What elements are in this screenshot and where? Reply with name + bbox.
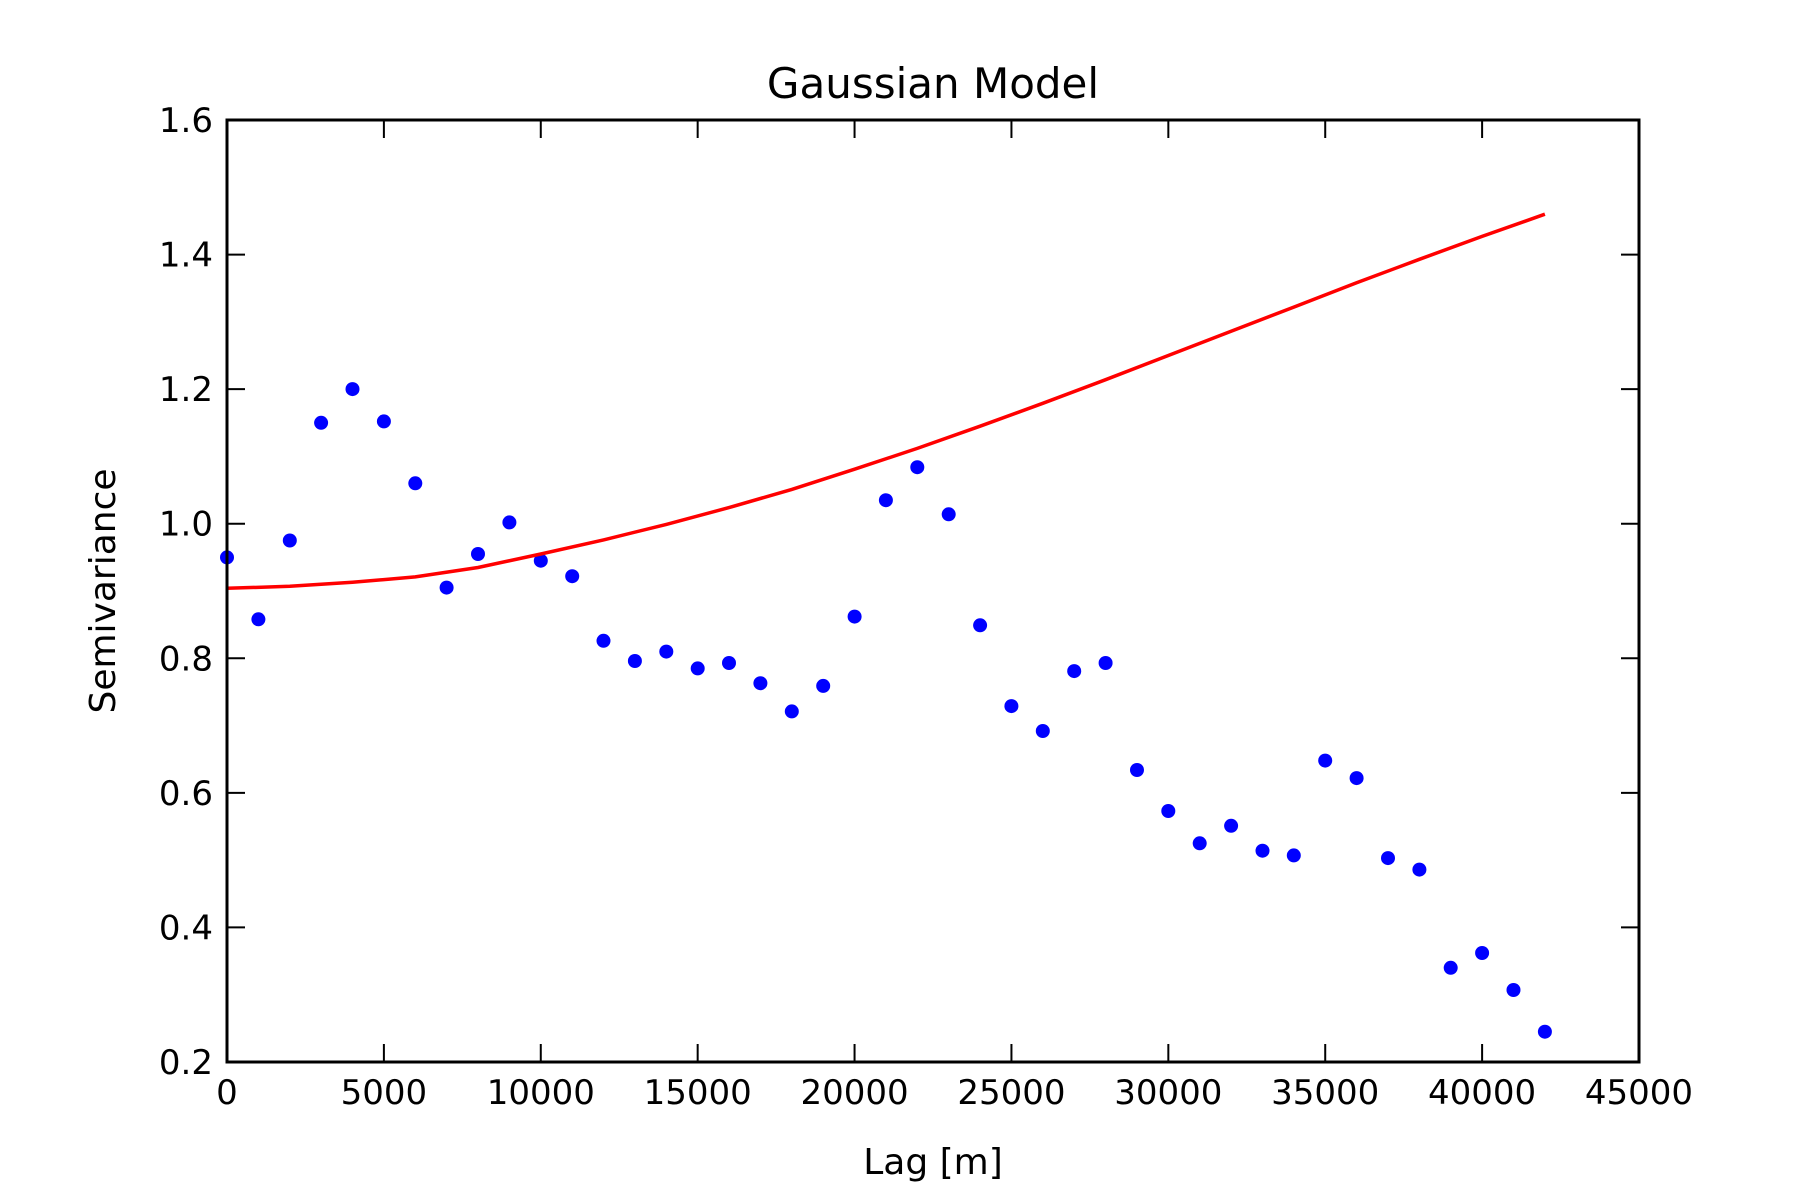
x-tick-label: 0 — [216, 1073, 238, 1113]
data-point — [1224, 818, 1239, 833]
y-tick-label: 1.2 — [159, 370, 213, 410]
x-axis-label: Lag [m] — [863, 1142, 1003, 1183]
data-point — [1161, 804, 1176, 818]
data-point — [502, 515, 517, 530]
data-point — [1506, 983, 1521, 997]
data-point — [1381, 851, 1395, 866]
data-point — [408, 476, 423, 491]
data-point — [1349, 771, 1364, 786]
y-axis-label: Semivariance — [83, 468, 124, 713]
data-point — [565, 569, 580, 584]
data-point — [690, 661, 705, 676]
data-point — [345, 382, 360, 397]
data-point — [1412, 862, 1427, 877]
data-point — [753, 676, 768, 691]
x-tick-label: 45000 — [1585, 1073, 1693, 1113]
data-point — [973, 618, 988, 633]
data-point — [627, 654, 642, 668]
data-point — [533, 553, 548, 568]
data-point — [722, 656, 736, 670]
x-tick-label: 20000 — [800, 1073, 908, 1113]
data-point — [314, 415, 329, 430]
data-point — [1475, 946, 1490, 960]
data-point — [847, 609, 862, 624]
data-point — [1192, 836, 1207, 851]
y-tick-label: 1.0 — [159, 505, 213, 545]
y-tick-label: 0.2 — [159, 1043, 213, 1083]
data-point — [376, 414, 391, 429]
data-point — [910, 460, 925, 475]
data-point — [1098, 656, 1113, 670]
data-point — [251, 612, 266, 627]
y-tick-label: 0.8 — [159, 639, 213, 679]
chart-title: Gaussian Model — [767, 59, 1099, 108]
data-point — [1035, 724, 1050, 738]
x-tick-label: 5000 — [341, 1073, 428, 1113]
data-point — [471, 547, 485, 561]
data-point — [1004, 699, 1019, 714]
data-point — [596, 633, 611, 648]
data-point — [878, 493, 893, 508]
y-tick-label: 0.6 — [159, 774, 213, 814]
model-curve-line — [226, 212, 1546, 591]
x-tick-label: 25000 — [957, 1073, 1065, 1113]
data-point — [1255, 843, 1270, 858]
x-tick-label: 30000 — [1114, 1073, 1222, 1113]
x-tick-label: 40000 — [1428, 1073, 1536, 1113]
data-point — [784, 704, 799, 719]
data-point — [1318, 753, 1333, 768]
axis-ticks: 0 5000 10000 15000 20000 25000 30000 35000 40000… — [159, 101, 1693, 1113]
data-point — [1286, 848, 1301, 863]
data-point — [659, 644, 674, 659]
x-tick-label: 35000 — [1271, 1073, 1379, 1113]
data-point — [282, 533, 297, 548]
plot-marks — [220, 212, 1552, 1039]
x-tick-label: 10000 — [487, 1073, 595, 1113]
data-point — [1537, 1024, 1552, 1039]
x-tick-label: 15000 — [644, 1073, 752, 1113]
data-point — [439, 580, 454, 595]
data-point — [1130, 763, 1144, 777]
data-point — [1443, 960, 1458, 975]
y-tick-label: 1.4 — [159, 236, 213, 276]
y-tick-label: 0.4 — [159, 908, 213, 948]
data-point — [816, 678, 831, 693]
data-point — [941, 507, 956, 522]
plot-frame — [225, 118, 1641, 1064]
y-tick-label: 1.6 — [159, 101, 213, 141]
data-point — [1067, 664, 1082, 679]
